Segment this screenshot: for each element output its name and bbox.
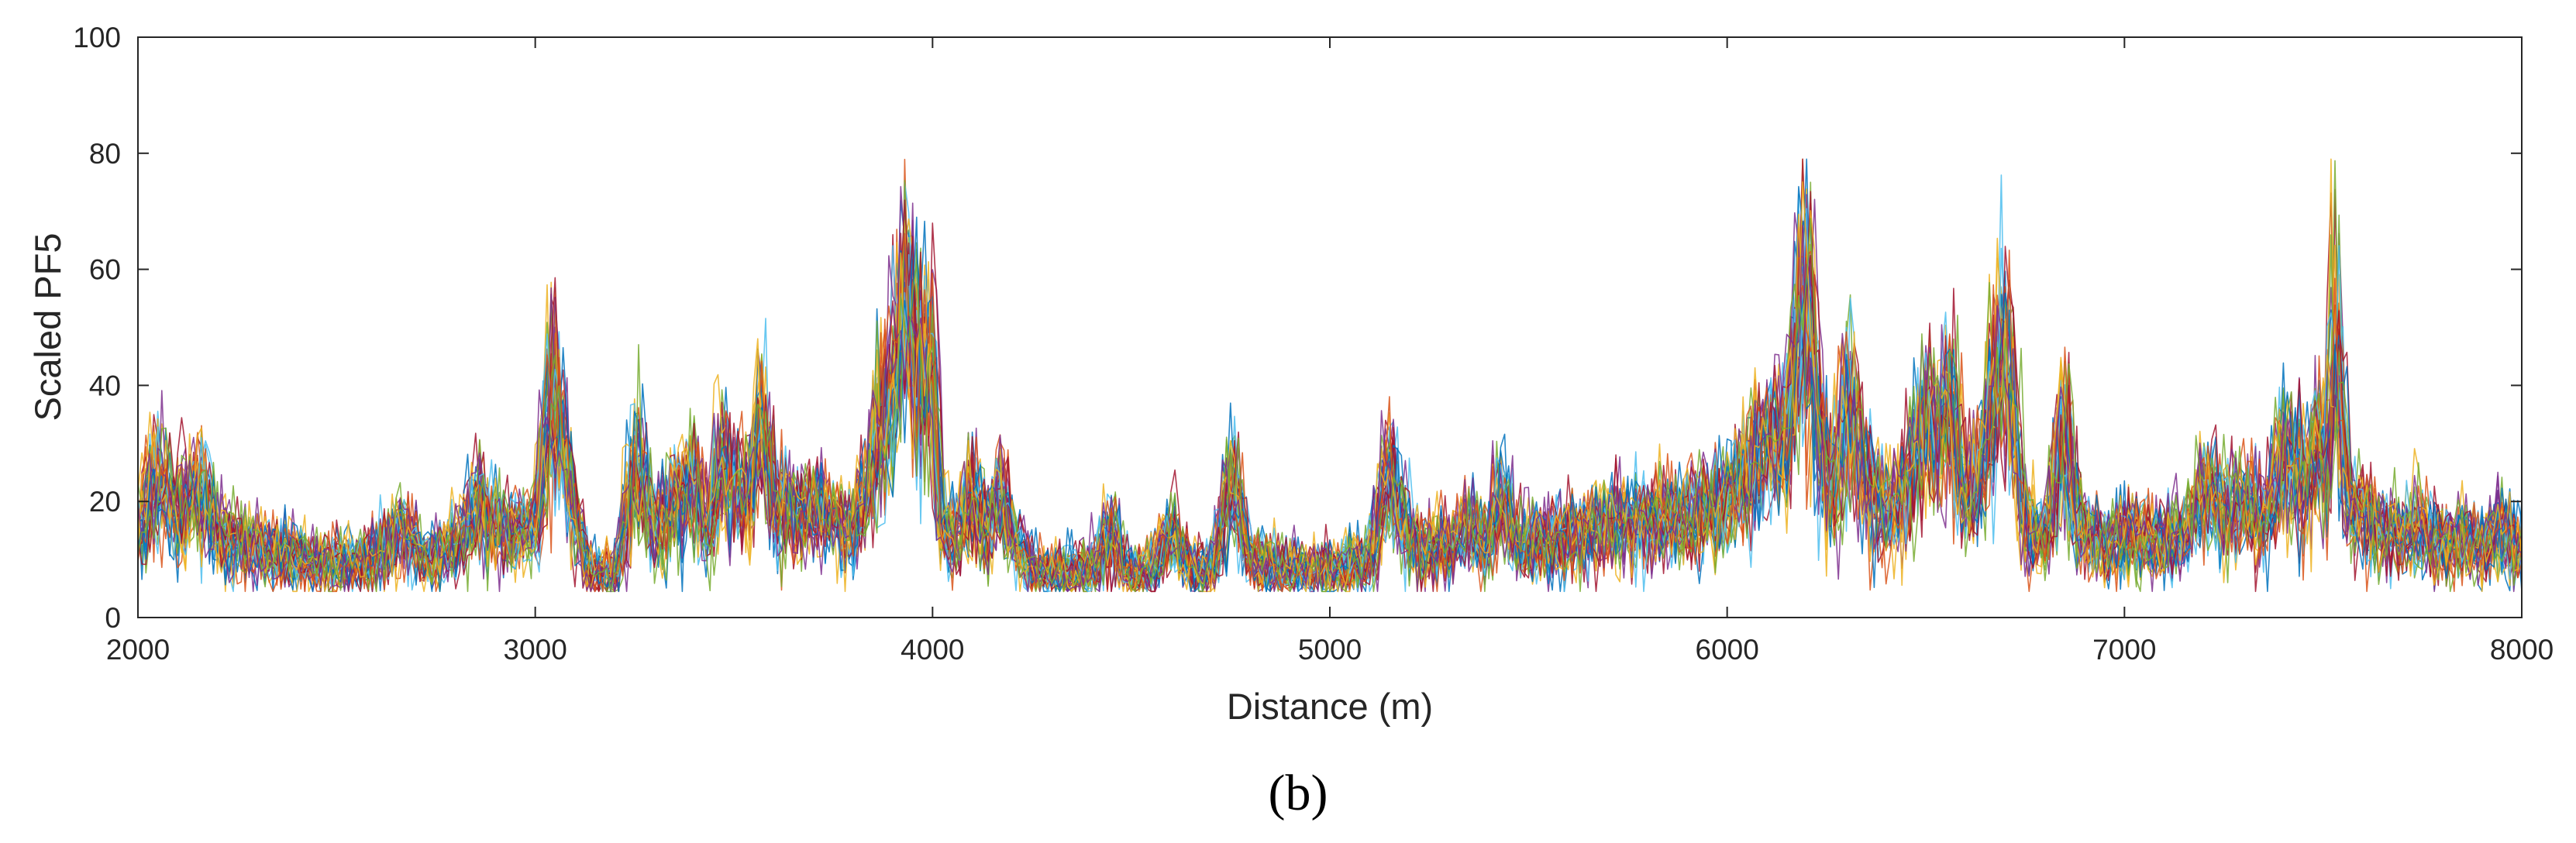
y-axis-ticks: 0 20 40 60 80 100 <box>73 22 2522 634</box>
y-tick-label: 100 <box>73 22 121 53</box>
x-axis-title: Distance (m) <box>1227 686 1433 727</box>
y-tick-label: 60 <box>89 254 121 286</box>
series-line <box>137 181 2523 593</box>
y-tick-label: 0 <box>105 602 121 634</box>
x-tick-label: 3000 <box>504 634 567 666</box>
x-tick-label: 6000 <box>1696 634 1759 666</box>
x-tick-label: 4000 <box>901 634 964 666</box>
x-axis-ticks: 2000 3000 4000 5000 6000 7000 8000 <box>106 37 2554 666</box>
panel-label: (b) <box>1269 765 1328 821</box>
y-tick-label: 20 <box>89 486 121 518</box>
series-line <box>137 218 2523 593</box>
series-line <box>137 180 2523 593</box>
series-line <box>137 224 2523 593</box>
x-tick-label: 5000 <box>1298 634 1362 666</box>
y-axis-title: Scaled PF5 <box>27 233 68 422</box>
x-tick-label: 8000 <box>2490 634 2554 666</box>
x-tick-label: 2000 <box>106 634 170 666</box>
y-tick-label: 40 <box>89 370 121 401</box>
series-line <box>137 216 2523 593</box>
series-layer <box>137 158 2523 593</box>
y-tick-label: 80 <box>89 138 121 170</box>
x-tick-label: 7000 <box>2092 634 2156 666</box>
